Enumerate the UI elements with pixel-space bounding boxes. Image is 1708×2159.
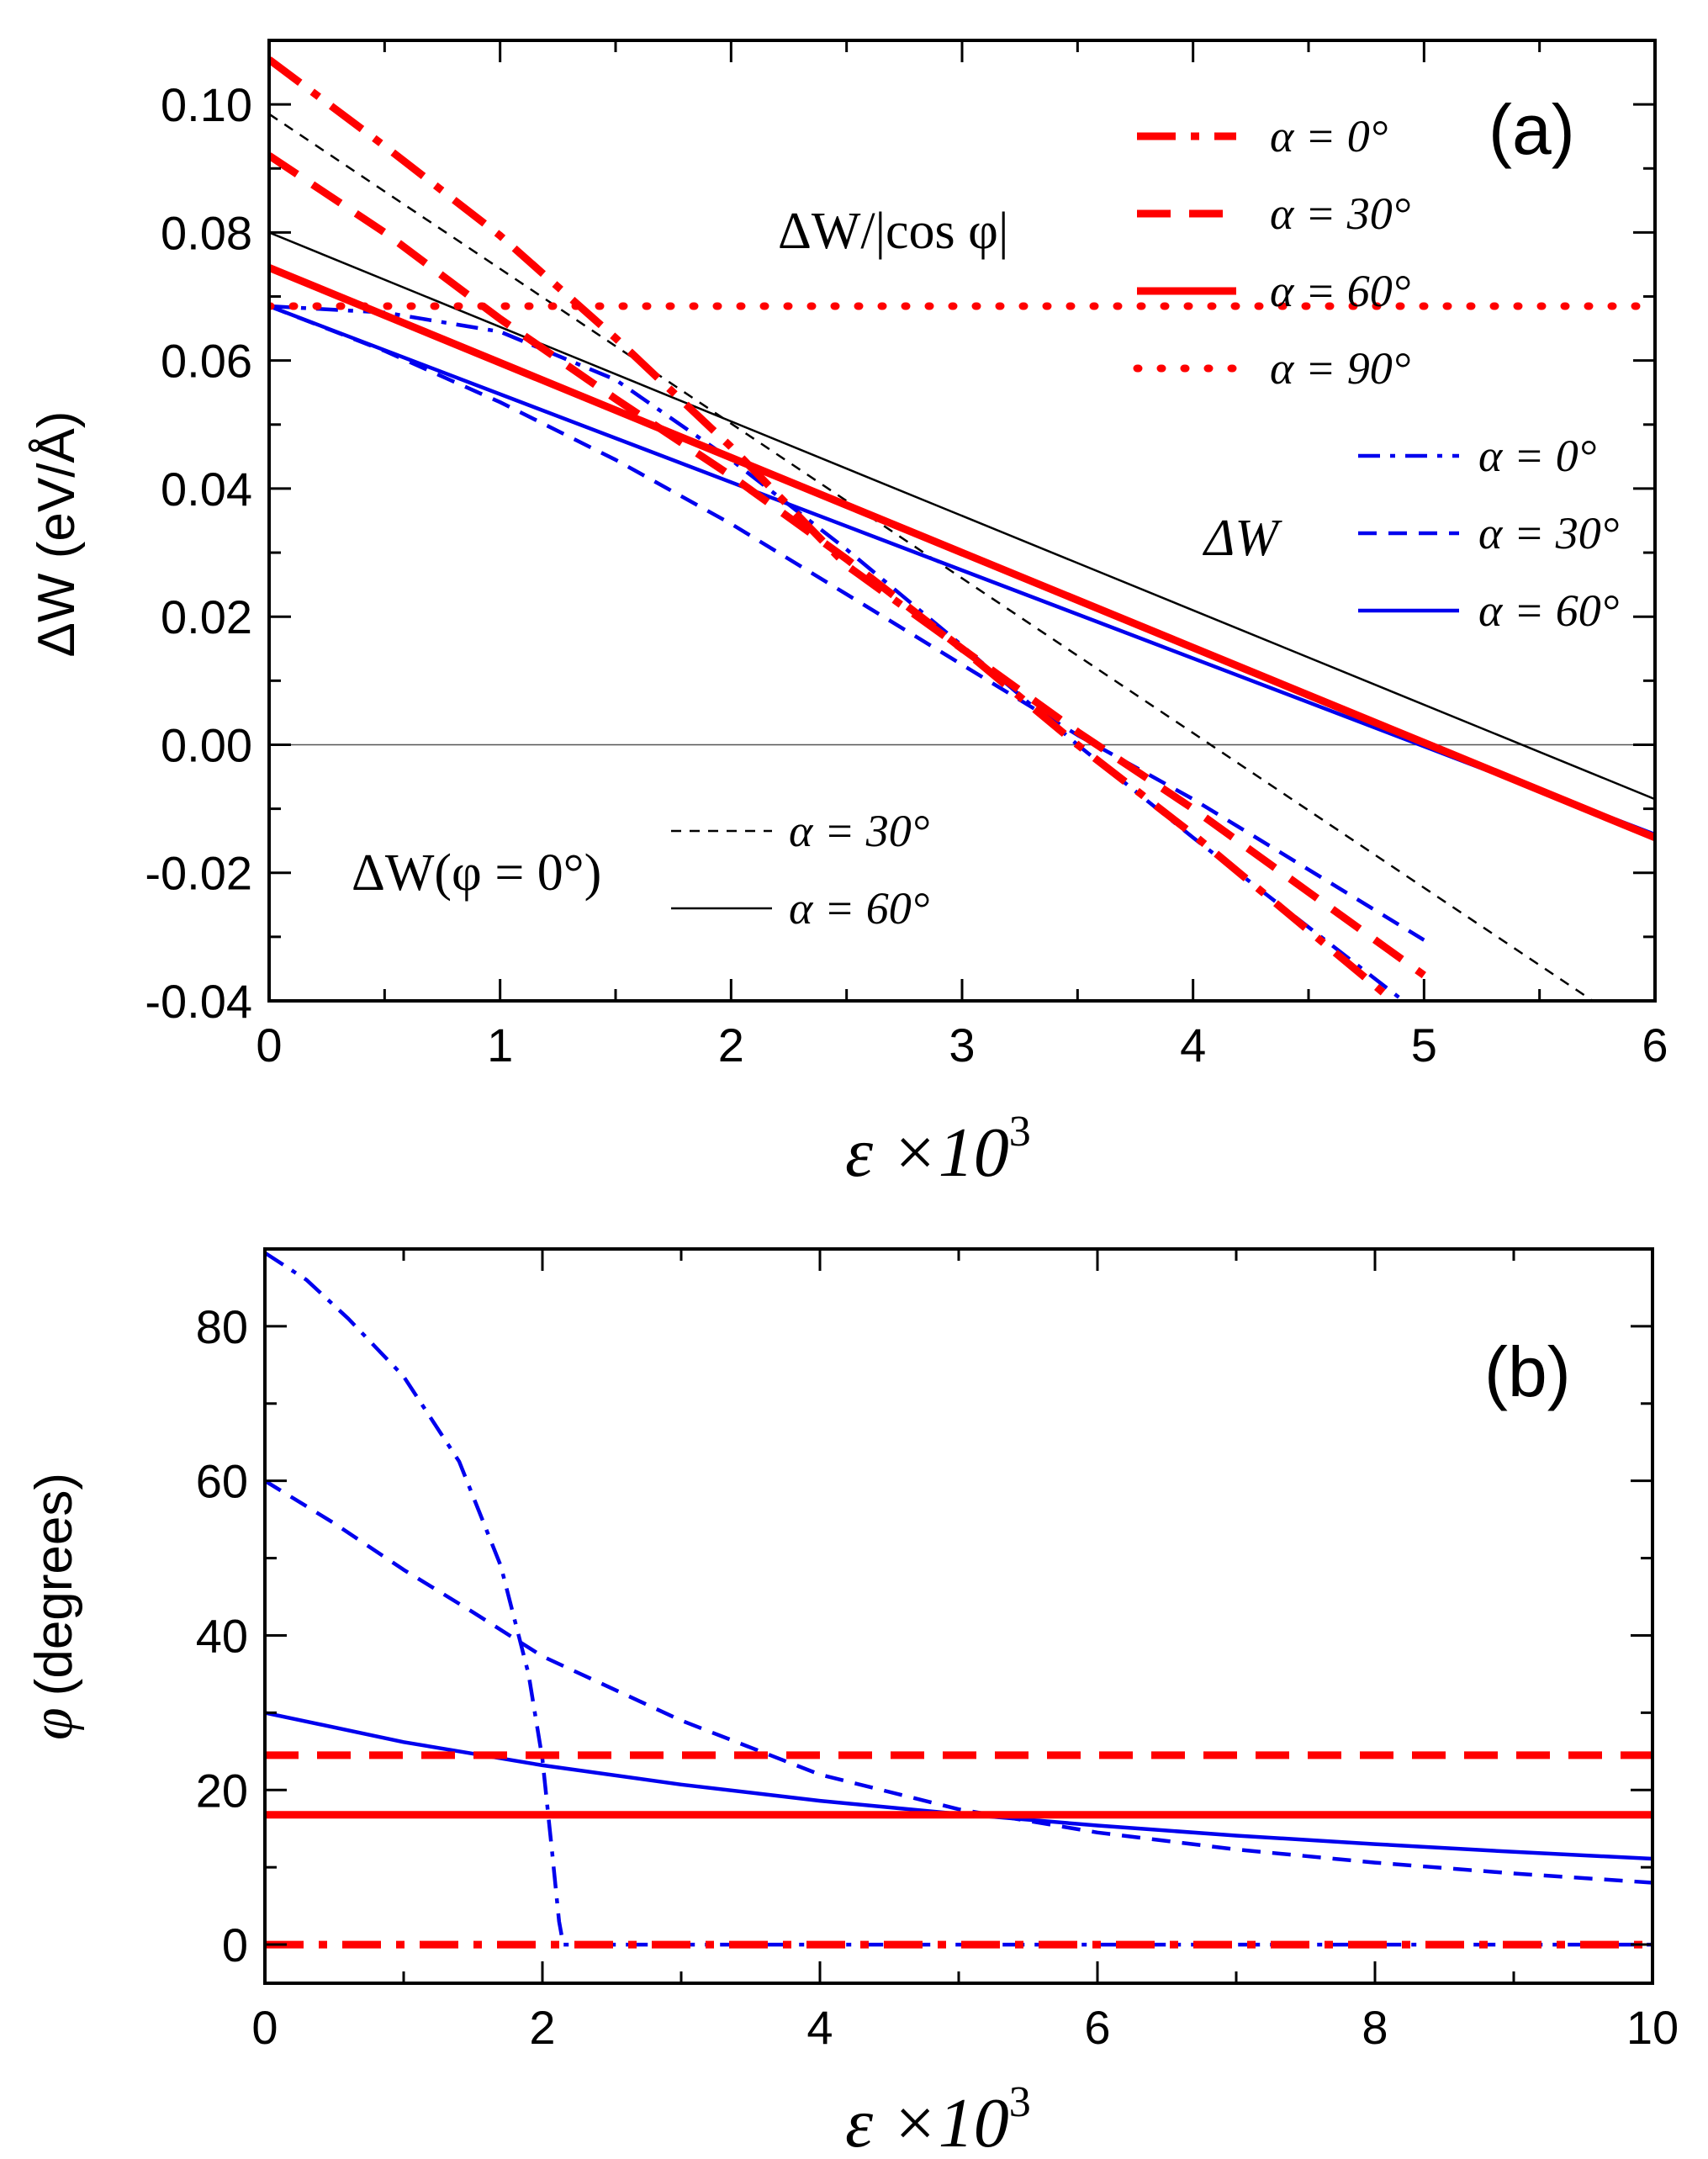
y-tick-label: 0.04 (161, 463, 252, 516)
legend-blue: α = 0° α = 30° α = 60° (1358, 431, 1619, 636)
y-tick-label: 0.10 (161, 78, 252, 131)
legend-label-red-0: α = 0° (1270, 111, 1388, 161)
y-tick-label: 80 (196, 1300, 248, 1353)
panel-a-series-layer (269, 56, 1655, 1001)
annotation-blue-group: ΔW (1202, 510, 1282, 567)
panel-a-chart: 0 1 2 3 4 5 6 -0.04 -0.02 0.00 0.02 0.04 0.06 0.08 0.… (28, 39, 1668, 1192)
x-tick-label: 0 (256, 1019, 282, 1072)
y-tick-label: 60 (196, 1455, 248, 1508)
x-tick-label: 2 (529, 2001, 555, 2054)
series-line-red-2 (269, 264, 1655, 842)
series-line-red-1 (269, 152, 1426, 979)
panel-b-y-tick-labels: 0 20 40 60 80 (196, 1300, 248, 1971)
x-tick-label: 4 (1180, 1019, 1206, 1072)
series-line-blue-3 (265, 1251, 1652, 1947)
x-tick-label: 5 (1411, 1019, 1437, 1072)
x-tick-label: 6 (1642, 1019, 1668, 1072)
legend-label-red-3: α = 90° (1270, 343, 1410, 394)
x-tick-label: 6 (1084, 2001, 1110, 2054)
panel-b-y-axis-title: φ(degrees) (20, 1473, 85, 1740)
series-line-black-8 (269, 231, 1655, 801)
legend-label-red-1: α = 30° (1270, 188, 1410, 239)
panel-b-x-tick-labels: 0 2 4 6 8 10 (251, 2001, 1679, 2054)
panel-a-x-axis-title: ε ×103 (845, 1108, 1031, 1192)
panel-a-label: (a) (1489, 90, 1575, 169)
panel-b-chart: 0 2 4 6 8 10 0 20 40 60 80 (b) ε ×103 φ(degrees) (20, 1247, 1679, 2159)
x-tick-label: 8 (1362, 2001, 1388, 2054)
panel-b-plot-frame (263, 1247, 1654, 1985)
panel-a-y-tick-labels: -0.04 -0.02 0.00 0.02 0.04 0.06 0.08 0.10 (145, 78, 252, 1028)
panel-b-ticks (263, 1247, 1654, 1983)
legend-label-black-7: α = 30° (789, 806, 929, 856)
series-line-black-7 (269, 113, 1595, 1001)
y-tick-label: 0 (222, 1918, 248, 1971)
y-tick-label: 0.00 (161, 718, 252, 771)
panel-b-series-layer (265, 1251, 1652, 1949)
panel-a-x-tick-labels: 0 1 2 3 4 5 6 (256, 1019, 1668, 1072)
x-tick-label: 3 (949, 1019, 975, 1072)
annotation-black-group: ΔW(φ = 0°) (352, 844, 601, 902)
legend-label-black-8: α = 60° (789, 883, 929, 934)
x-tick-label: 10 (1626, 2001, 1679, 2054)
panel-b-label: (b) (1484, 1332, 1571, 1411)
y-tick-label: 0.02 (161, 590, 252, 643)
y-tick-label: 0.06 (161, 335, 252, 388)
legend-red: α = 0° α = 30° α = 60° α = 90° (1133, 111, 1410, 394)
legend-label-red-2: α = 60° (1270, 266, 1410, 316)
x-tick-label: 4 (806, 2001, 833, 2054)
y-tick-label: -0.02 (145, 847, 252, 900)
legend-label-blue-4: α = 0° (1478, 431, 1596, 481)
panel-b-x-axis-title: ε ×103 (845, 2078, 1031, 2159)
legend-black: α = 30° α = 60° (671, 806, 929, 934)
series-line-blue-5 (269, 304, 1425, 942)
y-tick-label: 0.08 (161, 206, 252, 259)
panel-a-y-axis-title: ΔW (eV/Å) (28, 411, 86, 658)
series-line-blue-4 (265, 1479, 1652, 1885)
x-tick-label: 1 (487, 1019, 513, 1072)
x-tick-label: 0 (251, 2001, 278, 2054)
panel-a-ticks (267, 40, 1657, 1003)
y-tick-label: 20 (196, 1764, 248, 1817)
y-tick-label: -0.04 (145, 975, 252, 1028)
annotation-red-group: ΔW/|cos φ| (778, 203, 1008, 260)
x-tick-label: 2 (718, 1019, 744, 1072)
legend-label-blue-6: α = 60° (1478, 585, 1619, 636)
series-line-red-0 (269, 56, 1399, 1001)
y-tick-label: 40 (196, 1609, 248, 1662)
legend-label-blue-5: α = 30° (1478, 508, 1619, 558)
series-line-blue-5 (265, 1711, 1652, 1861)
